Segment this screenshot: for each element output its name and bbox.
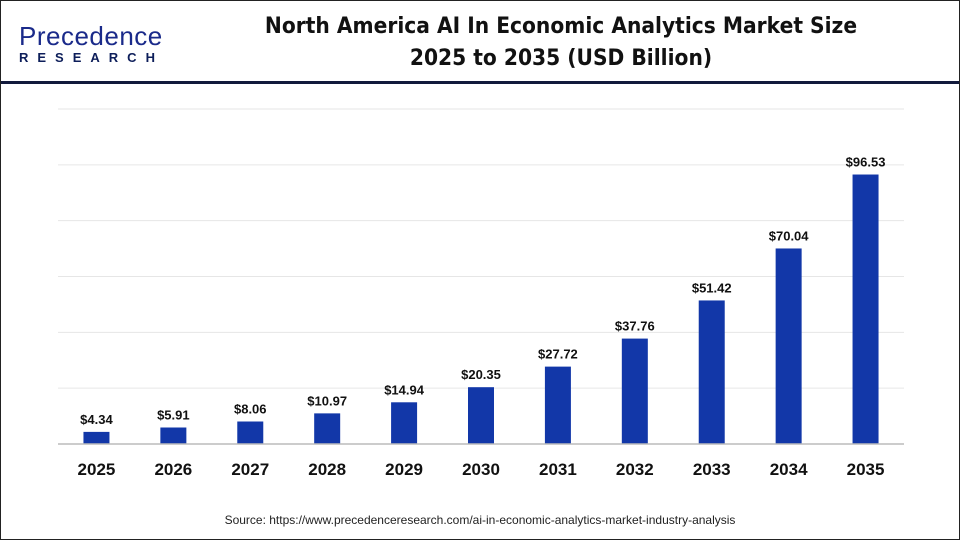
bar [83, 431, 110, 444]
x-tick-label: 2028 [308, 460, 346, 479]
title-line-2: 2025 to 2035 (USD Billion) [409, 46, 713, 71]
bar [775, 248, 802, 444]
data-label: $5.91 [157, 408, 190, 423]
logo-wordmark: Precedence [19, 21, 163, 51]
x-tick-label: 2026 [154, 460, 192, 479]
x-tick-label: 2034 [770, 460, 808, 479]
data-label: $14.94 [384, 382, 425, 397]
bar [468, 387, 494, 444]
x-tick-label: 2025 [78, 460, 116, 479]
bar [314, 413, 341, 444]
header: Precedence RESEARCH North America AI In … [1, 1, 959, 84]
data-label: $20.35 [461, 367, 501, 382]
data-label: $70.04 [769, 228, 810, 243]
data-label: $4.34 [80, 412, 113, 427]
x-tick-label: 2033 [693, 460, 731, 479]
x-tick-label: 2031 [539, 460, 577, 479]
data-label: $51.42 [692, 280, 732, 295]
data-label: $27.72 [538, 347, 578, 362]
bar [544, 366, 571, 444]
x-tick-label: 2029 [385, 460, 423, 479]
bar [698, 300, 725, 444]
logo-subtitle: RESEARCH [19, 50, 164, 65]
data-label: $96.53 [846, 155, 886, 170]
title-line-1: North America AI In Economic Analytics M… [264, 14, 858, 39]
bar [160, 427, 187, 444]
data-label: $10.97 [307, 393, 347, 408]
precedence-research-logo: Precedence RESEARCH [19, 23, 164, 65]
x-tick-label: 2035 [847, 460, 885, 479]
chart-title: North America AI In Economic Analytics M… [257, 11, 864, 75]
bar [852, 174, 879, 444]
x-tick-label: 2030 [462, 460, 500, 479]
bar [237, 421, 264, 444]
data-label: $8.06 [234, 401, 267, 416]
source-note: Source: https://www.precedenceresearch.c… [224, 513, 736, 527]
data-label: $37.76 [615, 319, 655, 334]
x-tick-label: 2032 [616, 460, 654, 479]
bar [621, 338, 648, 444]
bar [391, 402, 418, 444]
x-tick-label: 2027 [231, 460, 269, 479]
